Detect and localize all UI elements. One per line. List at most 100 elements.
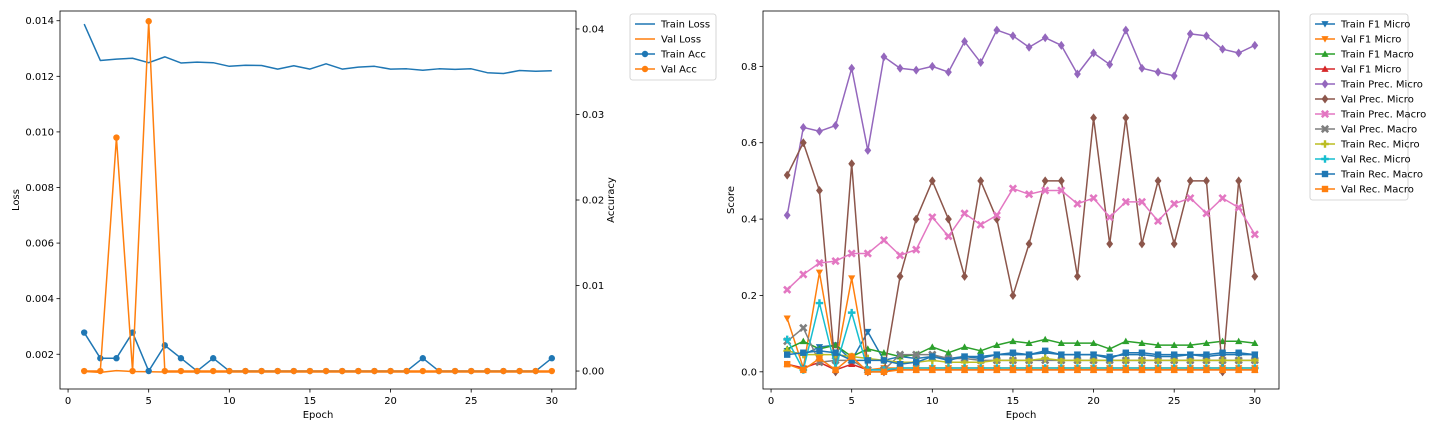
- data-point: [484, 367, 491, 375]
- data-point: [1058, 351, 1065, 358]
- data-point: [848, 275, 856, 282]
- data-point: [516, 367, 523, 375]
- data-point: [500, 367, 507, 375]
- data-point: [1025, 351, 1033, 358]
- legend-label: Train Loss: [660, 20, 710, 31]
- data-point: [387, 367, 394, 375]
- x-tick-label: 0: [768, 396, 774, 407]
- legend-swatch-marker: [1321, 36, 1329, 43]
- series-train-rec-macro: [783, 347, 1259, 368]
- legend-item: Train Rec. Micro: [1315, 140, 1420, 151]
- data-point: [1219, 349, 1226, 356]
- series-line: [83, 23, 552, 75]
- legend-label: Val Acc: [661, 65, 697, 76]
- y-tick-label: 0.004: [25, 294, 54, 305]
- data-point: [355, 367, 362, 375]
- legend-item: Train Rec. Macro: [1315, 170, 1423, 181]
- legend-item: Train Acc: [635, 50, 706, 61]
- data-point: [1138, 339, 1146, 347]
- data-point: [1090, 351, 1097, 358]
- data-point: [848, 159, 856, 169]
- data-point: [1235, 349, 1242, 356]
- data-point: [1203, 366, 1210, 374]
- x-tick-label: 25: [465, 396, 478, 407]
- data-point: [548, 367, 556, 375]
- data-point: [419, 367, 427, 375]
- legend-label: Train Prec. Micro: [1340, 80, 1423, 91]
- data-point: [1234, 203, 1243, 212]
- data-point: [929, 353, 936, 360]
- data-point: [1122, 337, 1130, 345]
- y-axis-label: Loss: [11, 189, 22, 211]
- legend-label: Train F1 Micro: [1340, 20, 1410, 31]
- legend-item: Val Prec. Macro: [1315, 125, 1417, 136]
- x-tick-label: 15: [304, 396, 317, 407]
- legend: Train F1 Micro Val F1 Micro Train F1 Macro…: [1309, 13, 1426, 201]
- data-point: [1186, 29, 1194, 39]
- series-line: [786, 117, 1256, 373]
- data-point: [1074, 69, 1081, 79]
- data-point: [912, 359, 920, 366]
- data-point: [1090, 113, 1097, 123]
- data-point: [1186, 193, 1195, 203]
- data-point: [800, 366, 807, 374]
- data-point: [1250, 230, 1259, 239]
- x-axis-label: Epoch: [1006, 410, 1037, 421]
- data-point: [961, 271, 968, 281]
- data-point: [864, 357, 872, 364]
- data-point: [800, 349, 807, 356]
- y2-axis-label: Accuracy: [606, 177, 617, 223]
- x-tick-label: 10: [223, 396, 236, 407]
- plot-frame: [762, 10, 1280, 390]
- series-val-prec-micro: [783, 113, 1259, 377]
- series-train-loss: [83, 23, 552, 75]
- data-point: [945, 357, 952, 364]
- data-point: [1219, 44, 1226, 54]
- data-point: [1170, 366, 1178, 374]
- data-point: [1008, 184, 1018, 193]
- data-point: [783, 285, 792, 294]
- data-point: [242, 367, 249, 375]
- data-point: [1041, 186, 1050, 195]
- data-point: [896, 271, 904, 281]
- data-point: [1122, 113, 1130, 123]
- data-point: [80, 329, 88, 336]
- x-tick-label: 10: [926, 396, 939, 407]
- data-point: [929, 366, 936, 374]
- data-point: [815, 258, 824, 268]
- data-point: [1106, 366, 1113, 374]
- data-point: [1106, 355, 1113, 362]
- data-point: [1154, 341, 1162, 348]
- y-tick-label: 0.006: [25, 239, 54, 250]
- data-point: [848, 353, 855, 360]
- legend-swatch-marker: [1321, 170, 1329, 178]
- data-point: [1024, 190, 1034, 199]
- data-point: [1041, 335, 1049, 343]
- legend-swatch-marker: [641, 65, 649, 73]
- y2-tick-label: 0.00: [582, 367, 604, 378]
- data-point: [864, 368, 872, 376]
- data-point: [532, 367, 539, 375]
- data-point: [961, 353, 968, 360]
- x-tick-label: 30: [545, 396, 558, 407]
- legend-item: Train Prec. Macro: [1315, 110, 1426, 121]
- data-point: [97, 367, 104, 375]
- data-point: [1089, 193, 1098, 203]
- legend-item: Train Loss: [635, 20, 710, 31]
- data-point: [1009, 290, 1017, 300]
- data-point: [960, 209, 969, 218]
- y-tick-label: 0.002: [25, 350, 54, 361]
- data-point: [1073, 199, 1082, 208]
- data-point: [880, 349, 888, 356]
- data-point: [944, 232, 953, 241]
- data-point: [960, 343, 969, 350]
- data-point: [80, 367, 88, 375]
- data-point: [1106, 239, 1114, 249]
- data-point: [451, 367, 459, 375]
- data-point: [1090, 366, 1097, 374]
- data-point: [1122, 25, 1130, 35]
- legend-swatch-marker: [641, 50, 649, 58]
- data-point: [912, 350, 921, 359]
- data-point: [783, 210, 791, 220]
- data-point: [1170, 199, 1179, 208]
